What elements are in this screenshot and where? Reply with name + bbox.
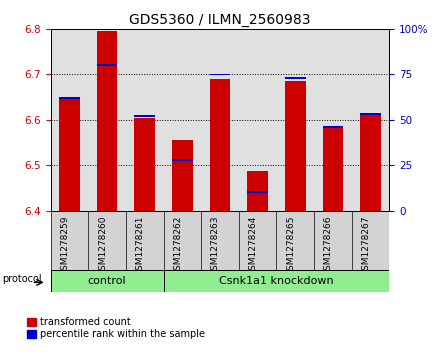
Bar — [164, 270, 389, 292]
Text: GSM1278264: GSM1278264 — [249, 215, 258, 276]
Bar — [51, 270, 164, 292]
Text: Csnk1a1 knockdown: Csnk1a1 knockdown — [219, 276, 334, 286]
Text: GSM1278267: GSM1278267 — [362, 215, 370, 276]
Legend: transformed count, percentile rank within the sample: transformed count, percentile rank withi… — [27, 317, 205, 339]
Bar — [97, 65, 117, 66]
Bar — [285, 77, 306, 79]
Bar — [172, 140, 193, 211]
Bar — [247, 192, 268, 193]
Text: GSM1278265: GSM1278265 — [286, 215, 295, 276]
Text: GSM1278260: GSM1278260 — [98, 215, 107, 276]
Bar — [360, 114, 381, 115]
Bar — [59, 97, 80, 99]
Text: GSM1278262: GSM1278262 — [173, 215, 182, 276]
Bar — [134, 115, 155, 117]
Bar — [172, 159, 193, 161]
Text: control: control — [88, 276, 126, 286]
Title: GDS5360 / ILMN_2560983: GDS5360 / ILMN_2560983 — [129, 13, 311, 26]
Text: GSM1278261: GSM1278261 — [136, 215, 145, 276]
Bar — [323, 127, 343, 211]
Bar — [285, 81, 306, 211]
Bar — [97, 31, 117, 211]
Bar — [247, 171, 268, 211]
Bar — [209, 79, 231, 211]
Bar — [59, 99, 80, 211]
Bar — [209, 74, 231, 76]
Text: GSM1278263: GSM1278263 — [211, 215, 220, 276]
Bar — [134, 118, 155, 211]
Text: GSM1278266: GSM1278266 — [324, 215, 333, 276]
Text: protocol: protocol — [3, 274, 42, 284]
Bar — [323, 126, 343, 128]
Text: GSM1278259: GSM1278259 — [60, 215, 70, 276]
Bar — [360, 113, 381, 211]
